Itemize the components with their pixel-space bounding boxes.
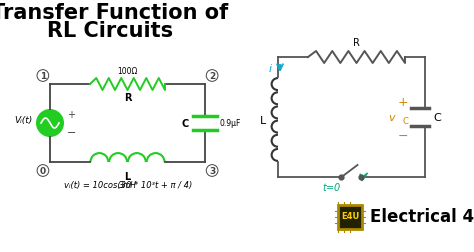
Text: Vᵢ(t): Vᵢ(t): [15, 115, 33, 124]
Text: +: +: [67, 110, 75, 119]
Text: vᵢ(t) = 10cos(30 * 10³t + π / 4): vᵢ(t) = 10cos(30 * 10³t + π / 4): [64, 180, 192, 189]
Text: −: −: [67, 128, 76, 137]
Text: 2: 2: [209, 72, 215, 81]
Text: 0.9μF: 0.9μF: [220, 119, 241, 128]
Text: 100Ω: 100Ω: [117, 67, 137, 76]
Text: C: C: [182, 118, 189, 129]
Text: v: v: [388, 113, 395, 122]
Text: 3mH: 3mH: [118, 180, 137, 189]
Text: Transfer Function of: Transfer Function of: [0, 3, 228, 23]
FancyBboxPatch shape: [338, 205, 362, 229]
Text: R: R: [124, 93, 131, 103]
Text: i: i: [269, 64, 272, 74]
Text: 1: 1: [40, 72, 46, 81]
Text: C: C: [433, 113, 441, 122]
Text: L: L: [124, 171, 131, 181]
Text: Electrical 4 U: Electrical 4 U: [370, 207, 474, 225]
Text: C: C: [403, 117, 409, 126]
Text: E4U: E4U: [341, 212, 359, 220]
Text: L: L: [260, 115, 266, 125]
Text: 0: 0: [40, 166, 46, 175]
Text: RL Circuits: RL Circuits: [47, 21, 173, 41]
Text: t=0: t=0: [322, 182, 341, 192]
Text: R: R: [353, 38, 360, 48]
Circle shape: [36, 110, 64, 137]
Text: −: −: [398, 129, 408, 142]
Text: +: +: [398, 95, 408, 108]
Text: 3: 3: [209, 166, 215, 175]
